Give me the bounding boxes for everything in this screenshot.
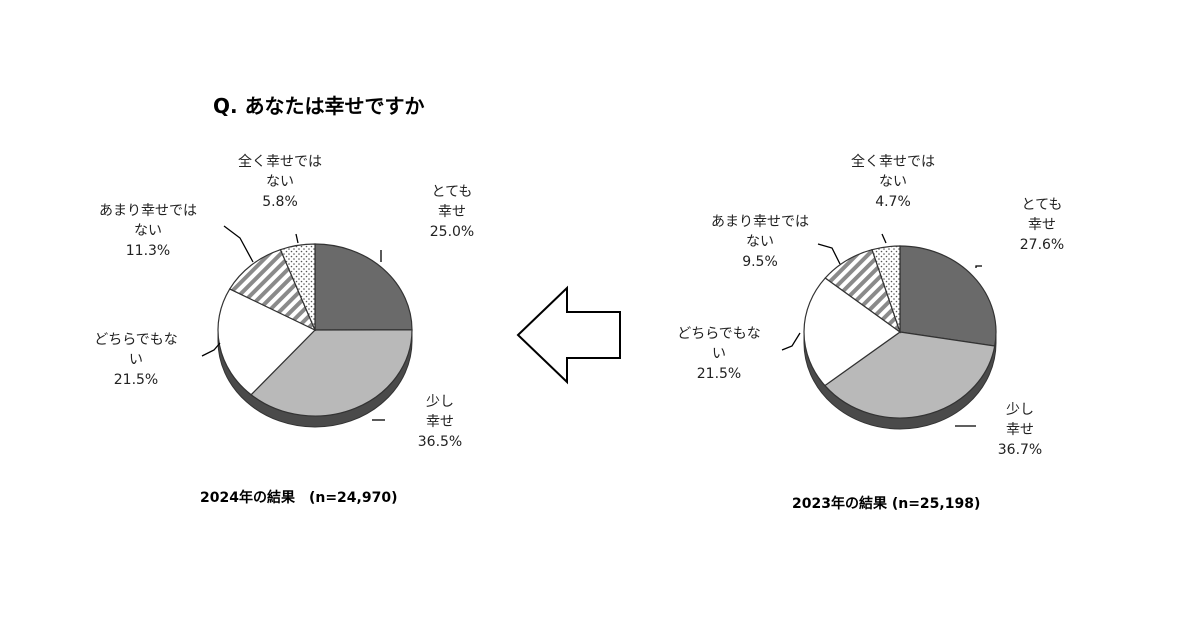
leader-line-not-very-happy — [223, 225, 254, 263]
data-label-not-very-happy: あまり幸せではない 11.3% — [99, 203, 197, 259]
data-label-very-happy: とても幸せ 25.0% — [430, 184, 474, 240]
data-label-not-at-all-happy: 全く幸せではない 4.7% — [851, 153, 935, 210]
question-title: Q. あなたは幸せですか — [213, 94, 425, 118]
pie-slice-not-at-all-happy — [871, 245, 901, 333]
leader-line-very-happy — [975, 265, 982, 268]
chart-caption-2023: 2023年の結果 (n=25,198) — [792, 495, 980, 512]
chart-caption-2024: 2024年の結果 (n=24,970) — [200, 489, 397, 506]
data-label-neutral: どちらでもない 21.5% — [94, 332, 178, 388]
leader-line-not-very-happy — [817, 243, 841, 265]
pie-slice-neutral — [803, 277, 902, 387]
data-label-not-at-all-happy: 全く幸せではない 5.8% — [238, 153, 322, 210]
pie-slice-not-very-happy — [228, 248, 317, 332]
leader-line-neutral — [781, 332, 801, 351]
pie-slice-somewhat-happy — [823, 331, 996, 419]
data-label-not-very-happy: あまり幸せではない 9.5% — [711, 214, 809, 270]
pie-slice-very-happy — [899, 245, 997, 347]
data-label-somewhat-happy: 少し幸せ 36.5% — [418, 394, 462, 450]
data-label-somewhat-happy: 少し幸せ 36.7% — [998, 402, 1042, 458]
data-label-very-happy: とても幸せ 27.6% — [1020, 197, 1064, 253]
pie-slice-not-at-all-happy — [279, 243, 316, 331]
pie-slice-neutral — [217, 288, 317, 396]
pie-chart-2024: とても幸せ 25.0% 少し幸せ 36.5% どちらでもない 21.5% あまり幸せではない… — [94, 153, 474, 450]
leader-line-not-at-all-happy — [881, 233, 887, 244]
leader-line-not-at-all-happy — [295, 233, 299, 244]
pie-slice-somewhat-happy — [250, 329, 413, 417]
leader-line-neutral — [201, 342, 221, 357]
left-arrow-icon — [516, 285, 621, 385]
data-label-neutral: どちらでもない 21.5% — [677, 326, 761, 382]
pie-slice-very-happy — [314, 243, 413, 331]
pie-chart-2023: とても幸せ 27.6% 少し幸せ 36.7% どちらでもない 21.5% あまり幸せではない… — [677, 153, 1064, 458]
